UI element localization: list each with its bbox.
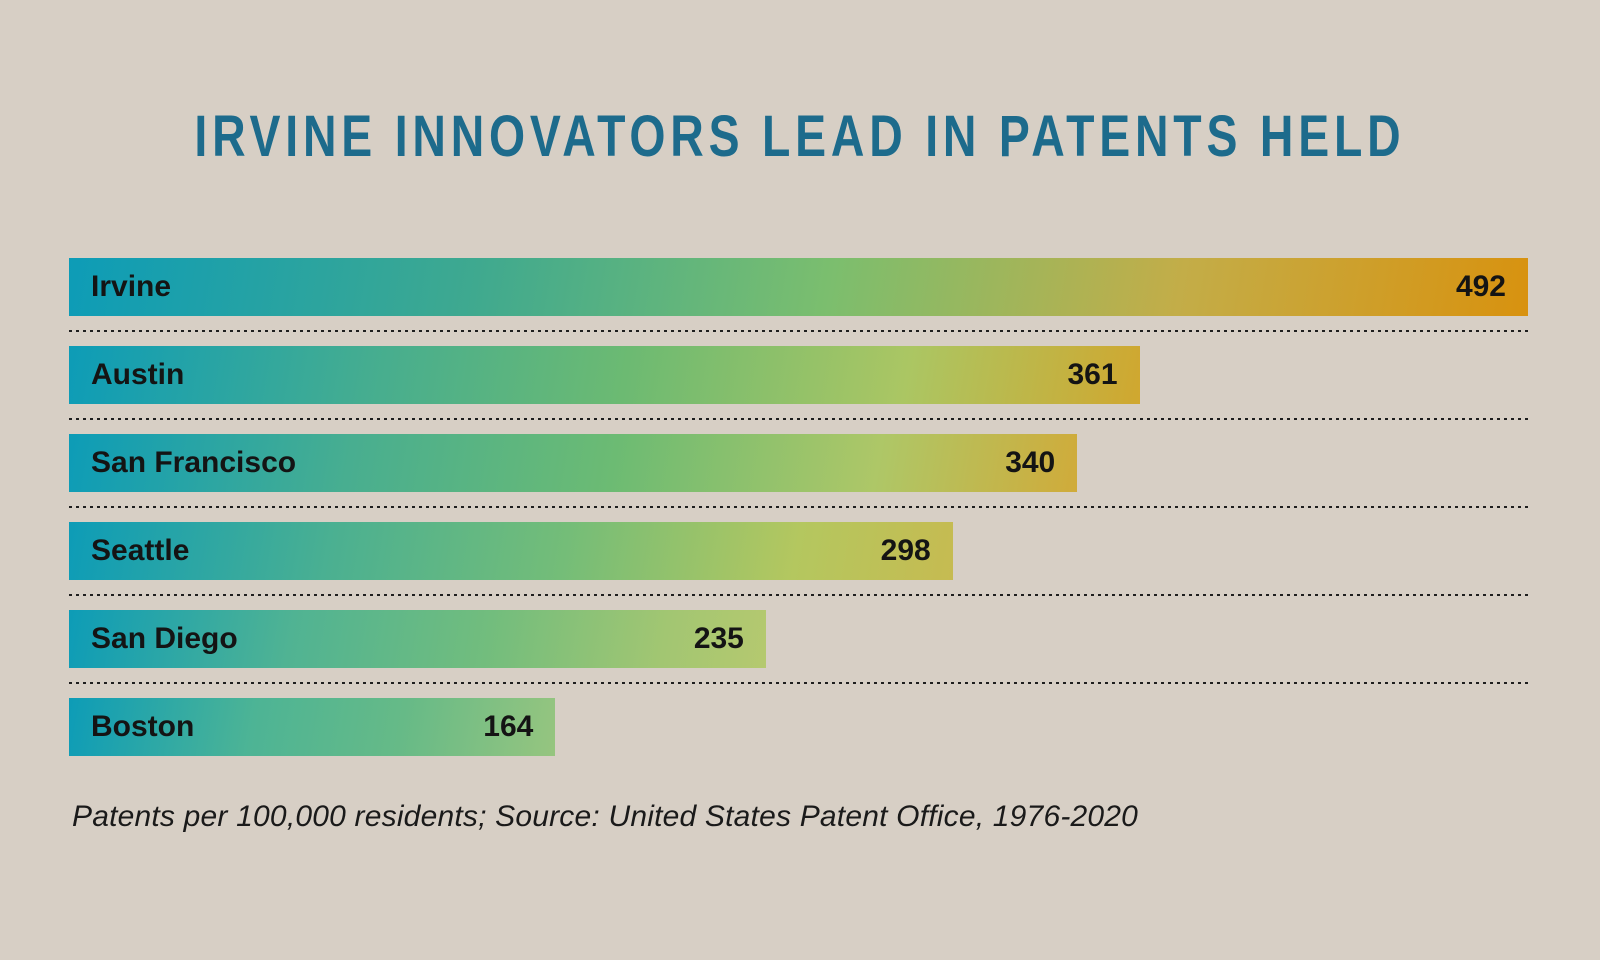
- bar: Irvine 492: [69, 258, 1528, 316]
- bar-city-label: Seattle: [91, 534, 190, 567]
- dotted-separator: [69, 682, 1528, 684]
- bar-value-label: 361: [1067, 358, 1118, 391]
- bar: Seattle 298: [69, 522, 953, 580]
- bar: San Francisco 340: [69, 434, 1078, 492]
- bar-city-label: Boston: [91, 710, 195, 743]
- bar: San Diego 235: [69, 610, 766, 668]
- chart-row: Irvine 492: [69, 258, 1528, 316]
- chart-row: San Diego 235: [69, 610, 1528, 668]
- bar-chart: Irvine 492 Austin 361 San Francisco 340 …: [69, 258, 1528, 756]
- bar-city-label: Irvine: [91, 270, 172, 303]
- bar-city-label: San Francisco: [91, 446, 297, 479]
- bar-value-label: 492: [1455, 270, 1506, 303]
- chart-title: IRVINE INNOVATORS LEAD IN PATENTS HELD: [0, 108, 1600, 166]
- bar: Boston 164: [69, 698, 556, 756]
- chart-title-text: IRVINE INNOVATORS LEAD IN PATENTS HELD: [194, 104, 1406, 169]
- chart-row: Austin 361: [69, 346, 1528, 404]
- bar: Austin 361: [69, 346, 1140, 404]
- source-caption: Patents per 100,000 residents; Source: U…: [72, 800, 1139, 833]
- chart-row: Seattle 298: [69, 522, 1528, 580]
- bar-value-label: 164: [483, 710, 534, 743]
- bar-city-label: Austin: [91, 358, 185, 391]
- chart-row: Boston 164: [69, 698, 1528, 756]
- dotted-separator: [69, 330, 1528, 332]
- bar-city-label: San Diego: [91, 622, 238, 655]
- dotted-separator: [69, 506, 1528, 508]
- dotted-separator: [69, 594, 1528, 596]
- dotted-separator: [69, 418, 1528, 420]
- bar-value-label: 340: [1005, 446, 1056, 479]
- bar-value-label: 298: [880, 534, 931, 567]
- chart-row: San Francisco 340: [69, 434, 1528, 492]
- bar-value-label: 235: [693, 622, 744, 655]
